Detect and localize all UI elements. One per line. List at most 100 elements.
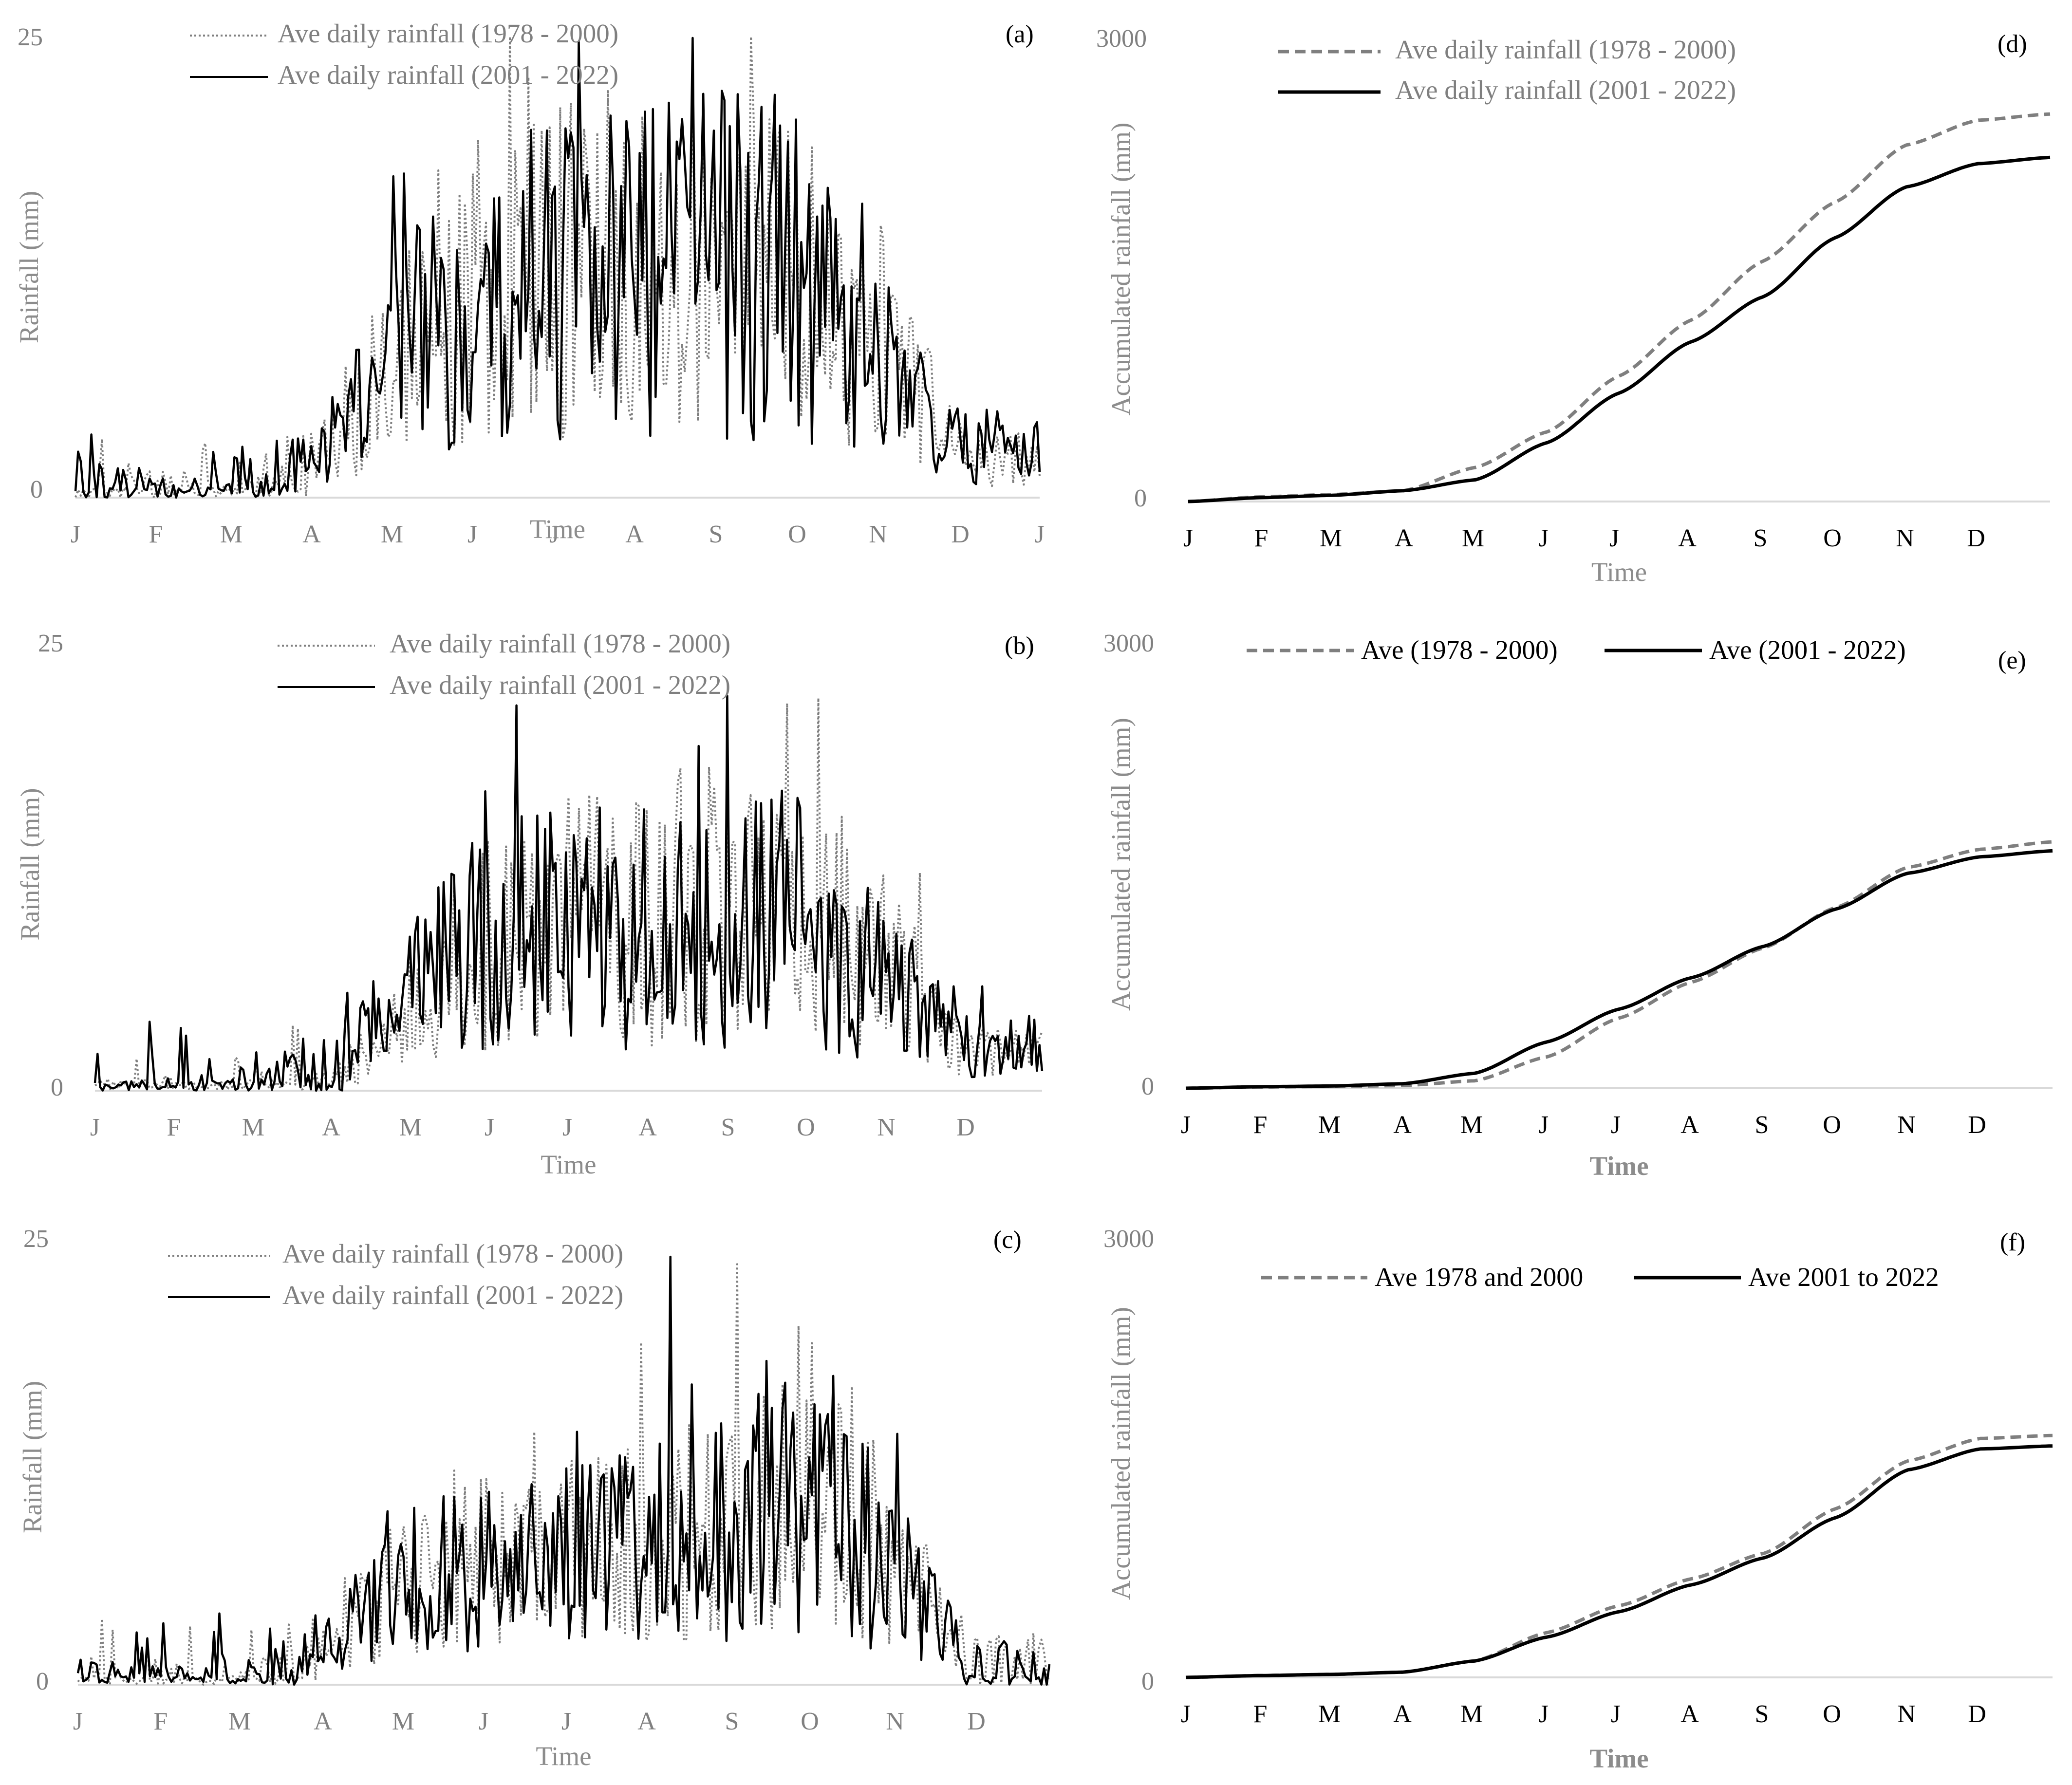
panel-e: 0 3000 J F M A M J J A S O N D Time Accumulated rainfal…	[1103, 630, 2053, 1181]
y-tick-label: 0	[1134, 484, 1147, 512]
panel-label: (c)	[993, 1226, 1022, 1254]
y-tick-label: 3000	[1103, 1225, 1154, 1253]
series-line-old	[1185, 1433, 2053, 1679]
y-tick-label: 0	[51, 1074, 63, 1101]
x-tick-label: F	[1254, 524, 1269, 552]
y-axis-title: Rainfall (mm)	[15, 788, 45, 940]
x-tick-label: A	[1393, 1700, 1412, 1728]
x-tick-label: J	[1539, 1700, 1549, 1728]
panel-c: 0 25 J F M A M J J A S O N D Time Rainfall (mm) (c) Ave d…	[18, 1225, 1051, 1771]
series-line-old	[1188, 112, 2051, 503]
panel-d: 0 3000 J F M A M J J A S O N D Time Accumulated rainfal…	[1096, 25, 2051, 587]
panel-f: 0 3000 J F M A M J J A S O N D Time Accumulated rainfal…	[1103, 1225, 2053, 1773]
x-tick-label: M	[1460, 1111, 1483, 1139]
x-tick-label: A	[1680, 1700, 1699, 1728]
x-tick-label: S	[1755, 1111, 1769, 1139]
legend-label: Ave daily rainfall (1978 - 2000)	[1395, 35, 1736, 64]
x-tick-label: A	[302, 521, 321, 548]
panel-label: (d)	[1997, 30, 2027, 58]
x-tick-label: N	[1896, 524, 1914, 552]
y-axis-title: Accumulated rainfall (mm)	[1106, 123, 1136, 416]
legend-label: Ave daily rainfall (2001 - 2022)	[390, 670, 730, 700]
legend-label: Ave (1978 - 2000)	[1361, 635, 1558, 665]
x-tick-label: J	[549, 521, 559, 548]
x-tick-label: J	[1539, 524, 1549, 552]
x-axis-title: Time	[530, 514, 585, 544]
x-tick-label: A	[638, 1114, 657, 1141]
x-tick-label: J	[1181, 1700, 1191, 1728]
x-tick-label: D	[1968, 1111, 1986, 1139]
x-tick-label: A	[1393, 1111, 1412, 1139]
x-tick-label: J	[485, 1114, 494, 1141]
x-tick-label: J	[1181, 1111, 1191, 1139]
x-tick-label: F	[1253, 1700, 1268, 1728]
x-tick-label: F	[149, 521, 163, 548]
series-line-new	[1185, 849, 2053, 1090]
y-tick-label: 0	[1141, 1073, 1154, 1100]
x-tick-label: A	[1678, 524, 1697, 552]
y-tick-label: 25	[23, 1225, 49, 1253]
x-tick-label: S	[709, 521, 723, 548]
x-tick-label: J	[73, 1708, 83, 1735]
x-tick-label: D	[1967, 524, 1985, 552]
series-line-new	[1188, 155, 2051, 503]
x-tick-label: J	[90, 1114, 100, 1141]
x-tick-label: N	[1897, 1111, 1916, 1139]
y-tick-label: 25	[18, 23, 43, 51]
x-tick-label: M	[1462, 524, 1484, 552]
series-line-old	[94, 697, 1043, 1092]
series-line-old	[77, 1263, 1050, 1686]
series-line-old	[75, 36, 1041, 499]
y-tick-label: 0	[36, 1668, 49, 1695]
x-tick-label: M	[392, 1708, 414, 1735]
x-tick-label: F	[1253, 1111, 1268, 1139]
x-tick-label: J	[71, 521, 80, 548]
x-axis-title: Time	[541, 1150, 596, 1179]
x-tick-label: M	[399, 1114, 422, 1141]
x-tick-label: M	[220, 521, 243, 548]
series-line-new	[93, 694, 1044, 1092]
x-tick-label: M	[228, 1708, 251, 1735]
series-line-new	[1185, 1444, 2053, 1679]
x-tick-label: J	[1611, 1111, 1621, 1139]
x-tick-label: O	[1823, 1111, 1841, 1139]
x-tick-label: S	[725, 1708, 739, 1735]
x-tick-label: A	[637, 1708, 656, 1735]
legend: Ave daily rainfall (1978 - 2000) Ave dail…	[190, 19, 618, 90]
x-tick-label: J	[1035, 521, 1045, 548]
legend: Ave (1978 - 2000) Ave (2001 - 2022)	[1247, 635, 1906, 665]
y-tick-label: 25	[38, 630, 63, 657]
legend-label: Ave 1978 and 2000	[1375, 1262, 1583, 1292]
x-tick-label: M	[1460, 1700, 1483, 1728]
legend: Ave daily rainfall (1978 - 2000) Ave dail…	[278, 629, 730, 700]
legend-label: Ave daily rainfall (1978 - 2000)	[282, 1239, 623, 1268]
x-tick-label: J	[1183, 524, 1193, 552]
x-tick-label: J	[561, 1708, 571, 1735]
x-tick-label: S	[1755, 1700, 1769, 1728]
x-tick-label: J	[479, 1708, 488, 1735]
x-tick-label: M	[1320, 524, 1342, 552]
x-tick-label: A	[1395, 524, 1413, 552]
panel-label: (a)	[1006, 20, 1034, 48]
panel-b: 0 25 J F M A M J J A S O N D Time Rainfall (mm) (b) Ave d…	[15, 629, 1044, 1179]
x-tick-label: J	[562, 1114, 572, 1141]
y-tick-label: 0	[30, 476, 43, 503]
x-tick-label: N	[869, 521, 887, 548]
y-axis-title: Accumulated rainfall (mm)	[1106, 1307, 1136, 1600]
series-line-new	[76, 1255, 1051, 1686]
x-tick-label: O	[1823, 1700, 1841, 1728]
legend-label: Ave daily rainfall (2001 - 2022)	[282, 1280, 623, 1310]
series-line-new	[74, 37, 1041, 499]
y-tick-label: 3000	[1096, 25, 1147, 53]
x-tick-label: N	[877, 1114, 896, 1141]
y-axis-title: Rainfall (mm)	[18, 1381, 47, 1533]
x-tick-label: N	[1897, 1700, 1916, 1728]
x-tick-label: D	[951, 521, 970, 548]
x-tick-label: M	[242, 1114, 264, 1141]
x-tick-label: J	[1609, 524, 1619, 552]
x-tick-label: D	[1968, 1700, 1986, 1728]
x-tick-label: S	[721, 1114, 735, 1141]
legend-label: Ave daily rainfall (2001 - 2022)	[278, 60, 618, 90]
panel-label: (b)	[1005, 632, 1034, 660]
